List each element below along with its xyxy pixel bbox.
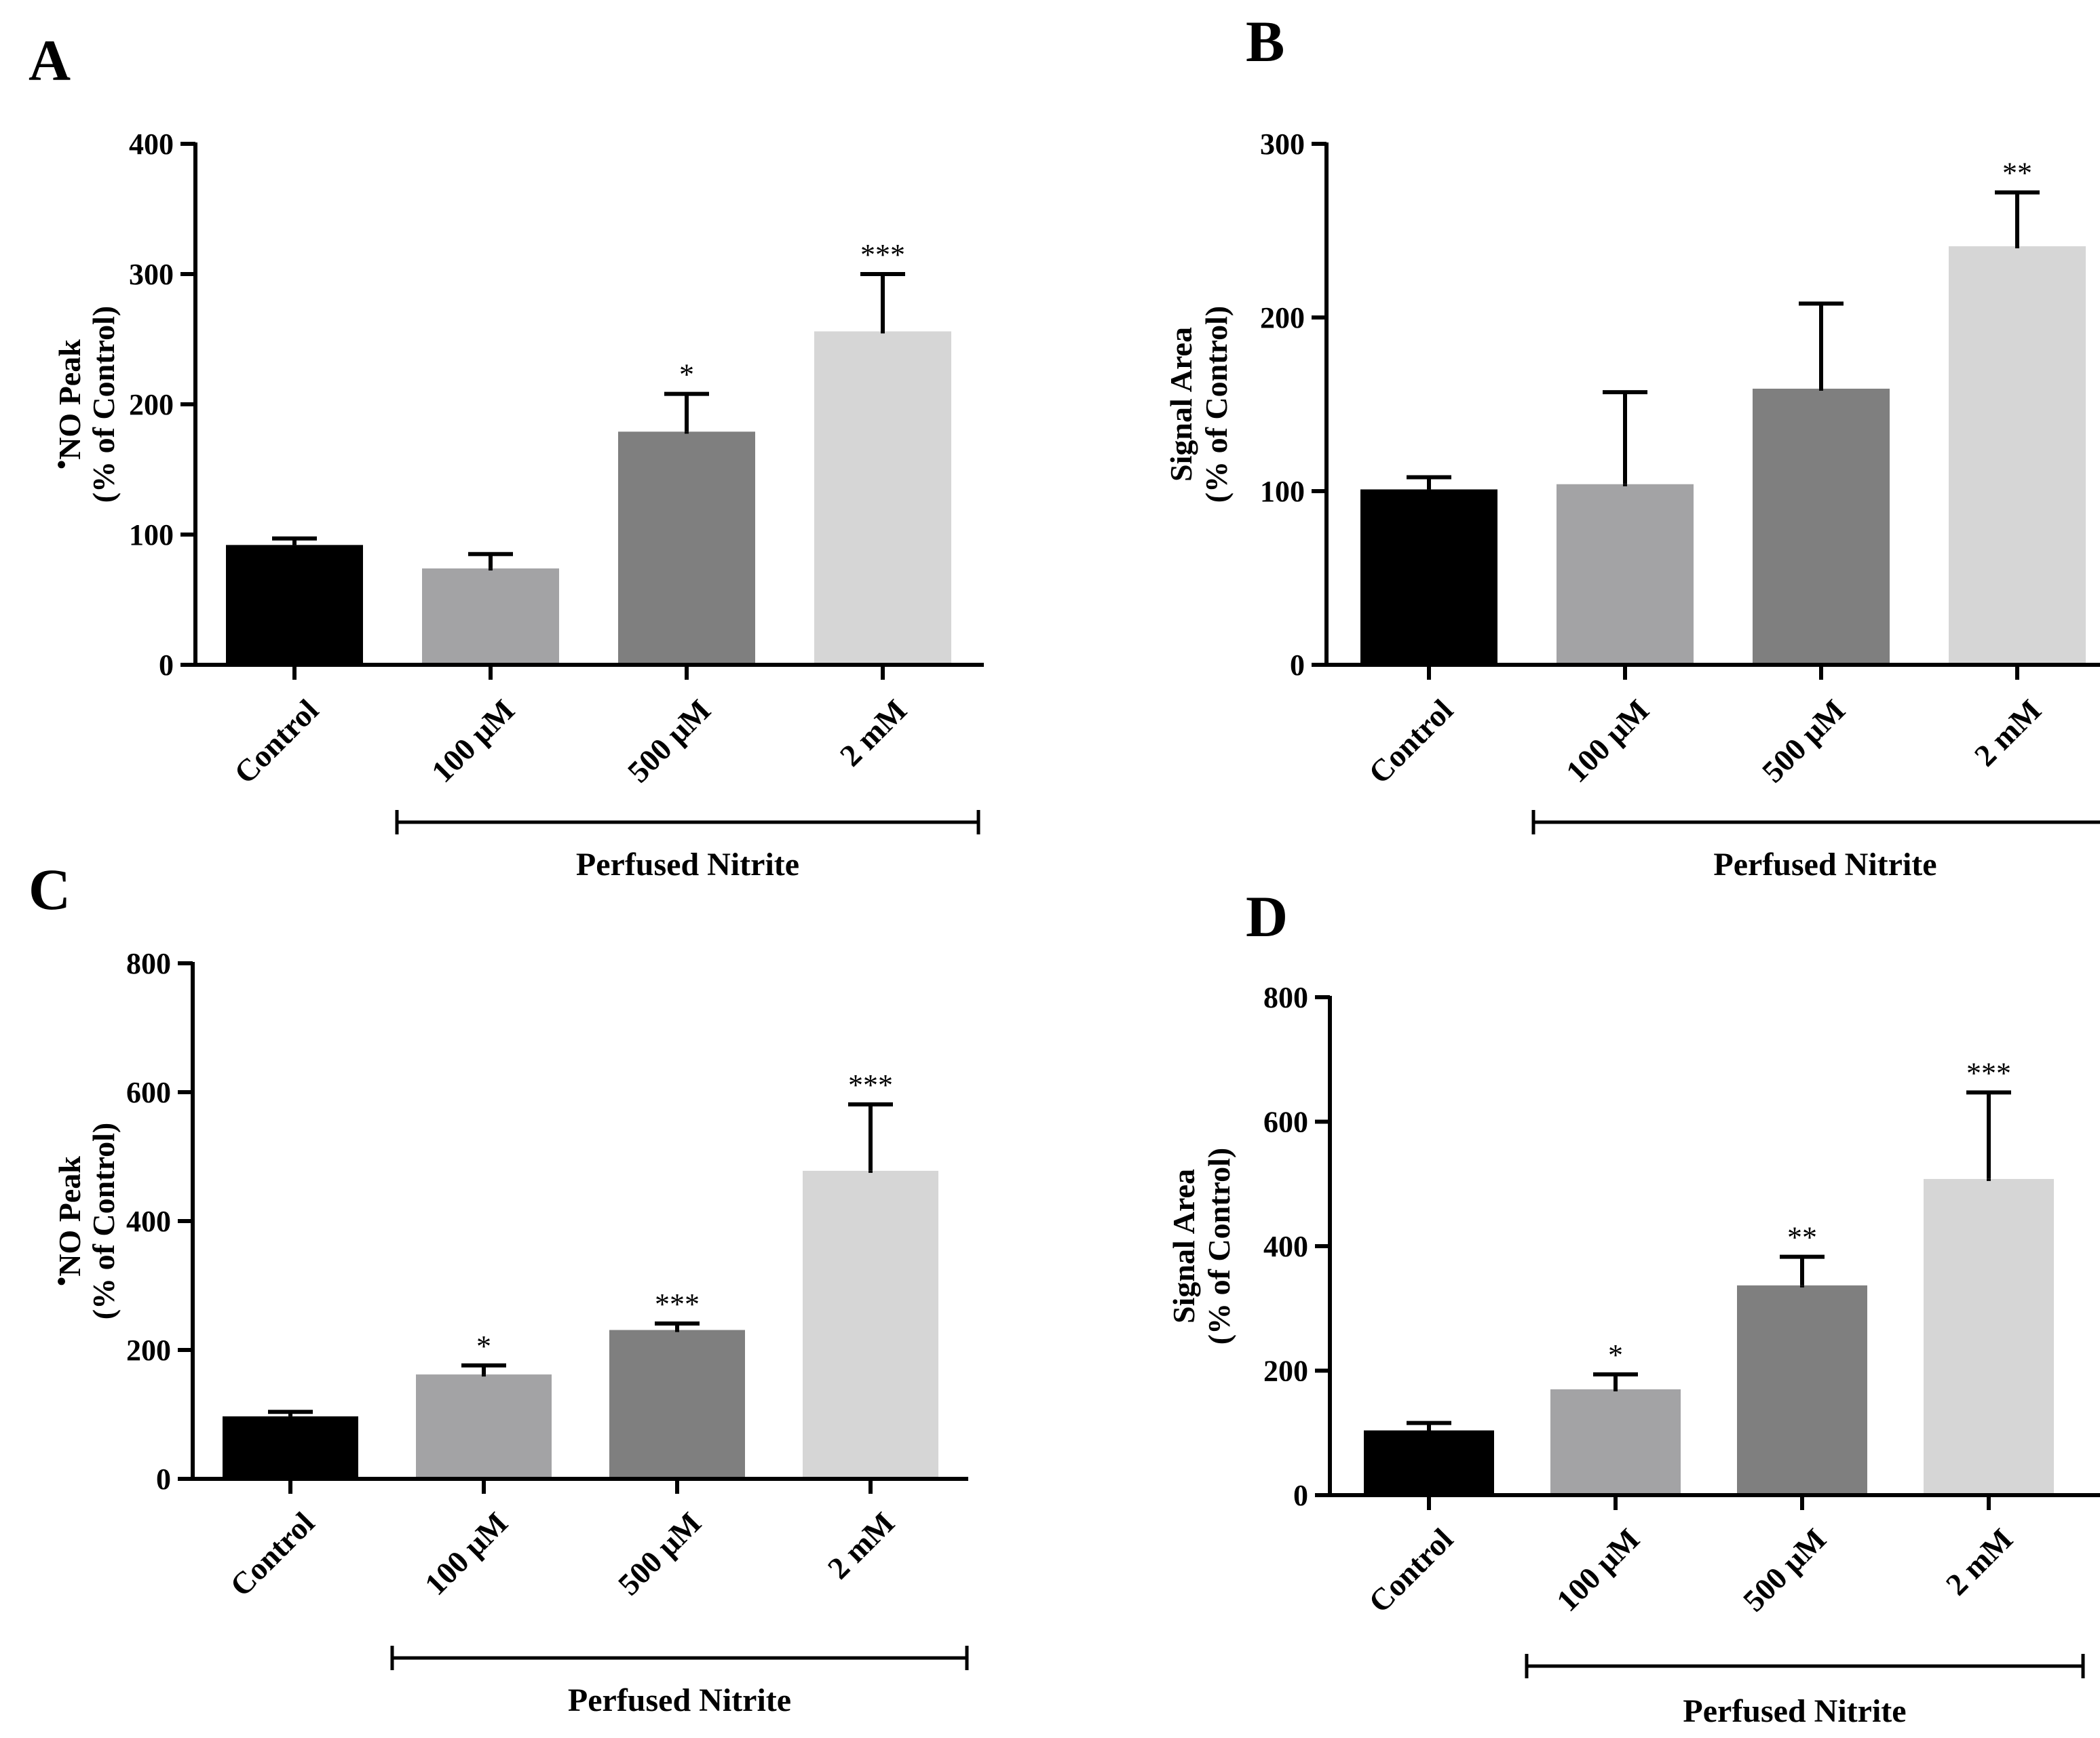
bar: [814, 331, 951, 665]
y-tick-label: 0: [156, 1463, 171, 1496]
x-category-label: 100 μM: [1550, 1522, 1646, 1618]
bar: [416, 1374, 552, 1479]
bar: [1557, 484, 1694, 665]
x-category-label: 2 mM: [821, 1505, 901, 1585]
group-label: Perfused Nitrite: [576, 847, 799, 883]
y-axis-label-text: Signal Area: [1164, 327, 1198, 482]
bar: [1360, 489, 1497, 665]
y-tick-label: 800: [1263, 981, 1308, 1014]
panel-letter: D: [1246, 884, 1288, 949]
y-axis-label: •NO Peak: [46, 1156, 87, 1286]
y-tick-label: 400: [129, 128, 174, 161]
y-axis-label-units: (% of Control): [1202, 1148, 1236, 1345]
significance-mark: **: [1787, 1221, 1817, 1254]
bar: [618, 431, 755, 665]
significance-mark: *: [1608, 1338, 1623, 1372]
y-axis-label-dot: •: [46, 1277, 77, 1286]
group-label: Perfused Nitrite: [1713, 847, 1936, 883]
x-category-label: 100 μM: [425, 693, 521, 789]
x-category-label: 100 μM: [418, 1505, 514, 1602]
x-category-label: 2 mM: [833, 693, 913, 773]
x-category-label: 500 μM: [611, 1505, 708, 1602]
panel-b: B ** 0 100 200 300 Control 100 μM 500 μM 2 mM Sign…: [1164, 9, 2100, 883]
bar: [1753, 388, 1890, 665]
x-category-label: Control: [1362, 1522, 1459, 1619]
y-tick-label: 0: [1293, 1479, 1308, 1512]
bar: [609, 1330, 745, 1479]
y-axis-label-units: (% of Control): [86, 306, 121, 503]
bar: [1949, 246, 2086, 665]
y-axis-label-dot: •: [46, 460, 77, 469]
x-category-label: 2 mM: [1939, 1522, 2019, 1602]
panel-letter: B: [1246, 9, 1284, 74]
significance-mark: *: [476, 1330, 491, 1363]
y-tick-label: 100: [1260, 475, 1305, 508]
y-axis-label: Signal Area: [1166, 1169, 1201, 1324]
x-category-label: Control: [223, 1505, 321, 1603]
y-tick-label: 300: [129, 258, 174, 291]
y-tick-label: 200: [1263, 1355, 1308, 1388]
bar: [1737, 1285, 1867, 1495]
x-category-label: 100 μM: [1559, 693, 1656, 789]
x-category-label: 500 μM: [1736, 1522, 1833, 1618]
x-category-label: 500 μM: [621, 693, 717, 789]
x-category-label: Control: [227, 693, 325, 790]
y-axis-label-units: (% of Control): [1199, 306, 1234, 503]
significance-mark: ***: [655, 1288, 700, 1321]
x-category-label: 500 μM: [1755, 693, 1852, 789]
bar: [1550, 1389, 1681, 1495]
bar: [803, 1170, 938, 1479]
bar: [422, 568, 559, 665]
panel-letter: C: [28, 857, 71, 922]
y-axis-label-text: NO Peak: [52, 339, 87, 460]
y-axis-label-text: Signal Area: [1166, 1169, 1201, 1324]
significance-mark: *: [679, 358, 694, 391]
y-tick-label: 200: [1260, 301, 1305, 334]
significance-mark: ***: [1966, 1056, 2011, 1089]
y-tick-label: 400: [1263, 1230, 1308, 1263]
y-tick-label: 200: [126, 1334, 171, 1367]
bar: [1364, 1430, 1494, 1495]
y-axis-label-text: NO Peak: [52, 1156, 87, 1277]
y-axis-label-units: (% of Control): [86, 1123, 121, 1319]
group-label: Perfused Nitrite: [568, 1682, 791, 1718]
y-axis-label: •NO Peak: [46, 339, 87, 469]
bar: [223, 1416, 358, 1479]
x-category-label: 2 mM: [1968, 693, 2048, 773]
significance-mark: ***: [860, 238, 905, 271]
bar: [226, 545, 363, 665]
significance-mark: **: [2002, 157, 2032, 190]
y-tick-label: 0: [1290, 649, 1305, 682]
y-tick-label: 800: [126, 947, 171, 980]
y-tick-label: 300: [1260, 128, 1305, 161]
y-tick-label: 0: [159, 649, 174, 682]
panel-letter: A: [28, 28, 71, 93]
y-tick-label: 100: [129, 518, 174, 552]
group-label: Perfused Nitrite: [1683, 1693, 1906, 1729]
significance-mark: ***: [848, 1068, 893, 1102]
y-tick-label: 400: [126, 1205, 171, 1238]
bar: [1924, 1178, 2054, 1495]
y-tick-label: 600: [126, 1076, 171, 1109]
x-category-label: Control: [1362, 693, 1459, 790]
y-tick-label: 600: [1263, 1106, 1308, 1139]
y-tick-label: 200: [129, 388, 174, 421]
y-axis-label: Signal Area: [1164, 327, 1198, 482]
